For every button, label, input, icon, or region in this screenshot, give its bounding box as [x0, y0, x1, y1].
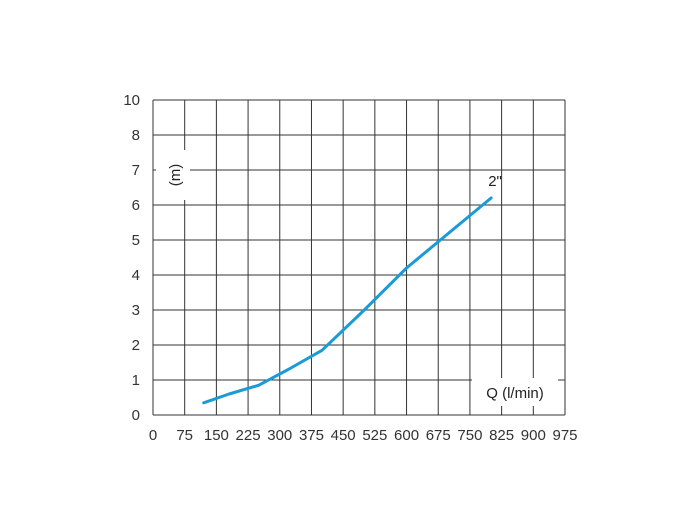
x-axis-label: Q (l/min): [486, 385, 544, 402]
x-tick-label: 675: [426, 427, 451, 444]
y-tick-label: 10: [123, 92, 140, 109]
series-label: 2": [488, 173, 502, 190]
y-tick-label: 8: [132, 127, 140, 144]
x-tick-label: 300: [267, 427, 292, 444]
x-tick-label: 450: [331, 427, 356, 444]
y-tick-label: 6: [132, 197, 140, 214]
y-tick-label: 1: [132, 372, 140, 389]
y-tick-labels: 0 1 2 3 4 5 6 7 8 10: [123, 92, 140, 424]
x-tick-label: 225: [236, 427, 261, 444]
x-tick-label: 525: [362, 427, 387, 444]
y-tick-label: 0: [132, 407, 140, 424]
y-label-backdrop: [156, 150, 190, 200]
x-tick-label: 900: [521, 427, 546, 444]
x-tick-label: 150: [204, 427, 229, 444]
x-tick-label: 825: [489, 427, 514, 444]
y-tick-label: 7: [132, 162, 140, 179]
y-axis-label: (m): [167, 164, 184, 187]
x-tick-labels: 0 75 150 225 300 375 450 525 600 675 750 825 900 975: [149, 427, 578, 444]
x-tick-label: 75: [176, 427, 193, 444]
y-tick-label: 4: [132, 267, 140, 284]
x-tick-label: 600: [394, 427, 419, 444]
x-tick-label: 750: [457, 427, 482, 444]
y-tick-label: 3: [132, 302, 140, 319]
x-label-backdrop: [472, 378, 558, 406]
y-tick-label: 2: [132, 337, 140, 354]
x-tick-label: 975: [552, 427, 577, 444]
series-line: [202, 196, 493, 405]
grid: [152, 99, 566, 416]
series-layer: 2": [202, 173, 502, 405]
x-tick-label: 375: [299, 427, 324, 444]
x-tick-label: 0: [149, 427, 157, 444]
y-tick-label: 5: [132, 232, 140, 249]
